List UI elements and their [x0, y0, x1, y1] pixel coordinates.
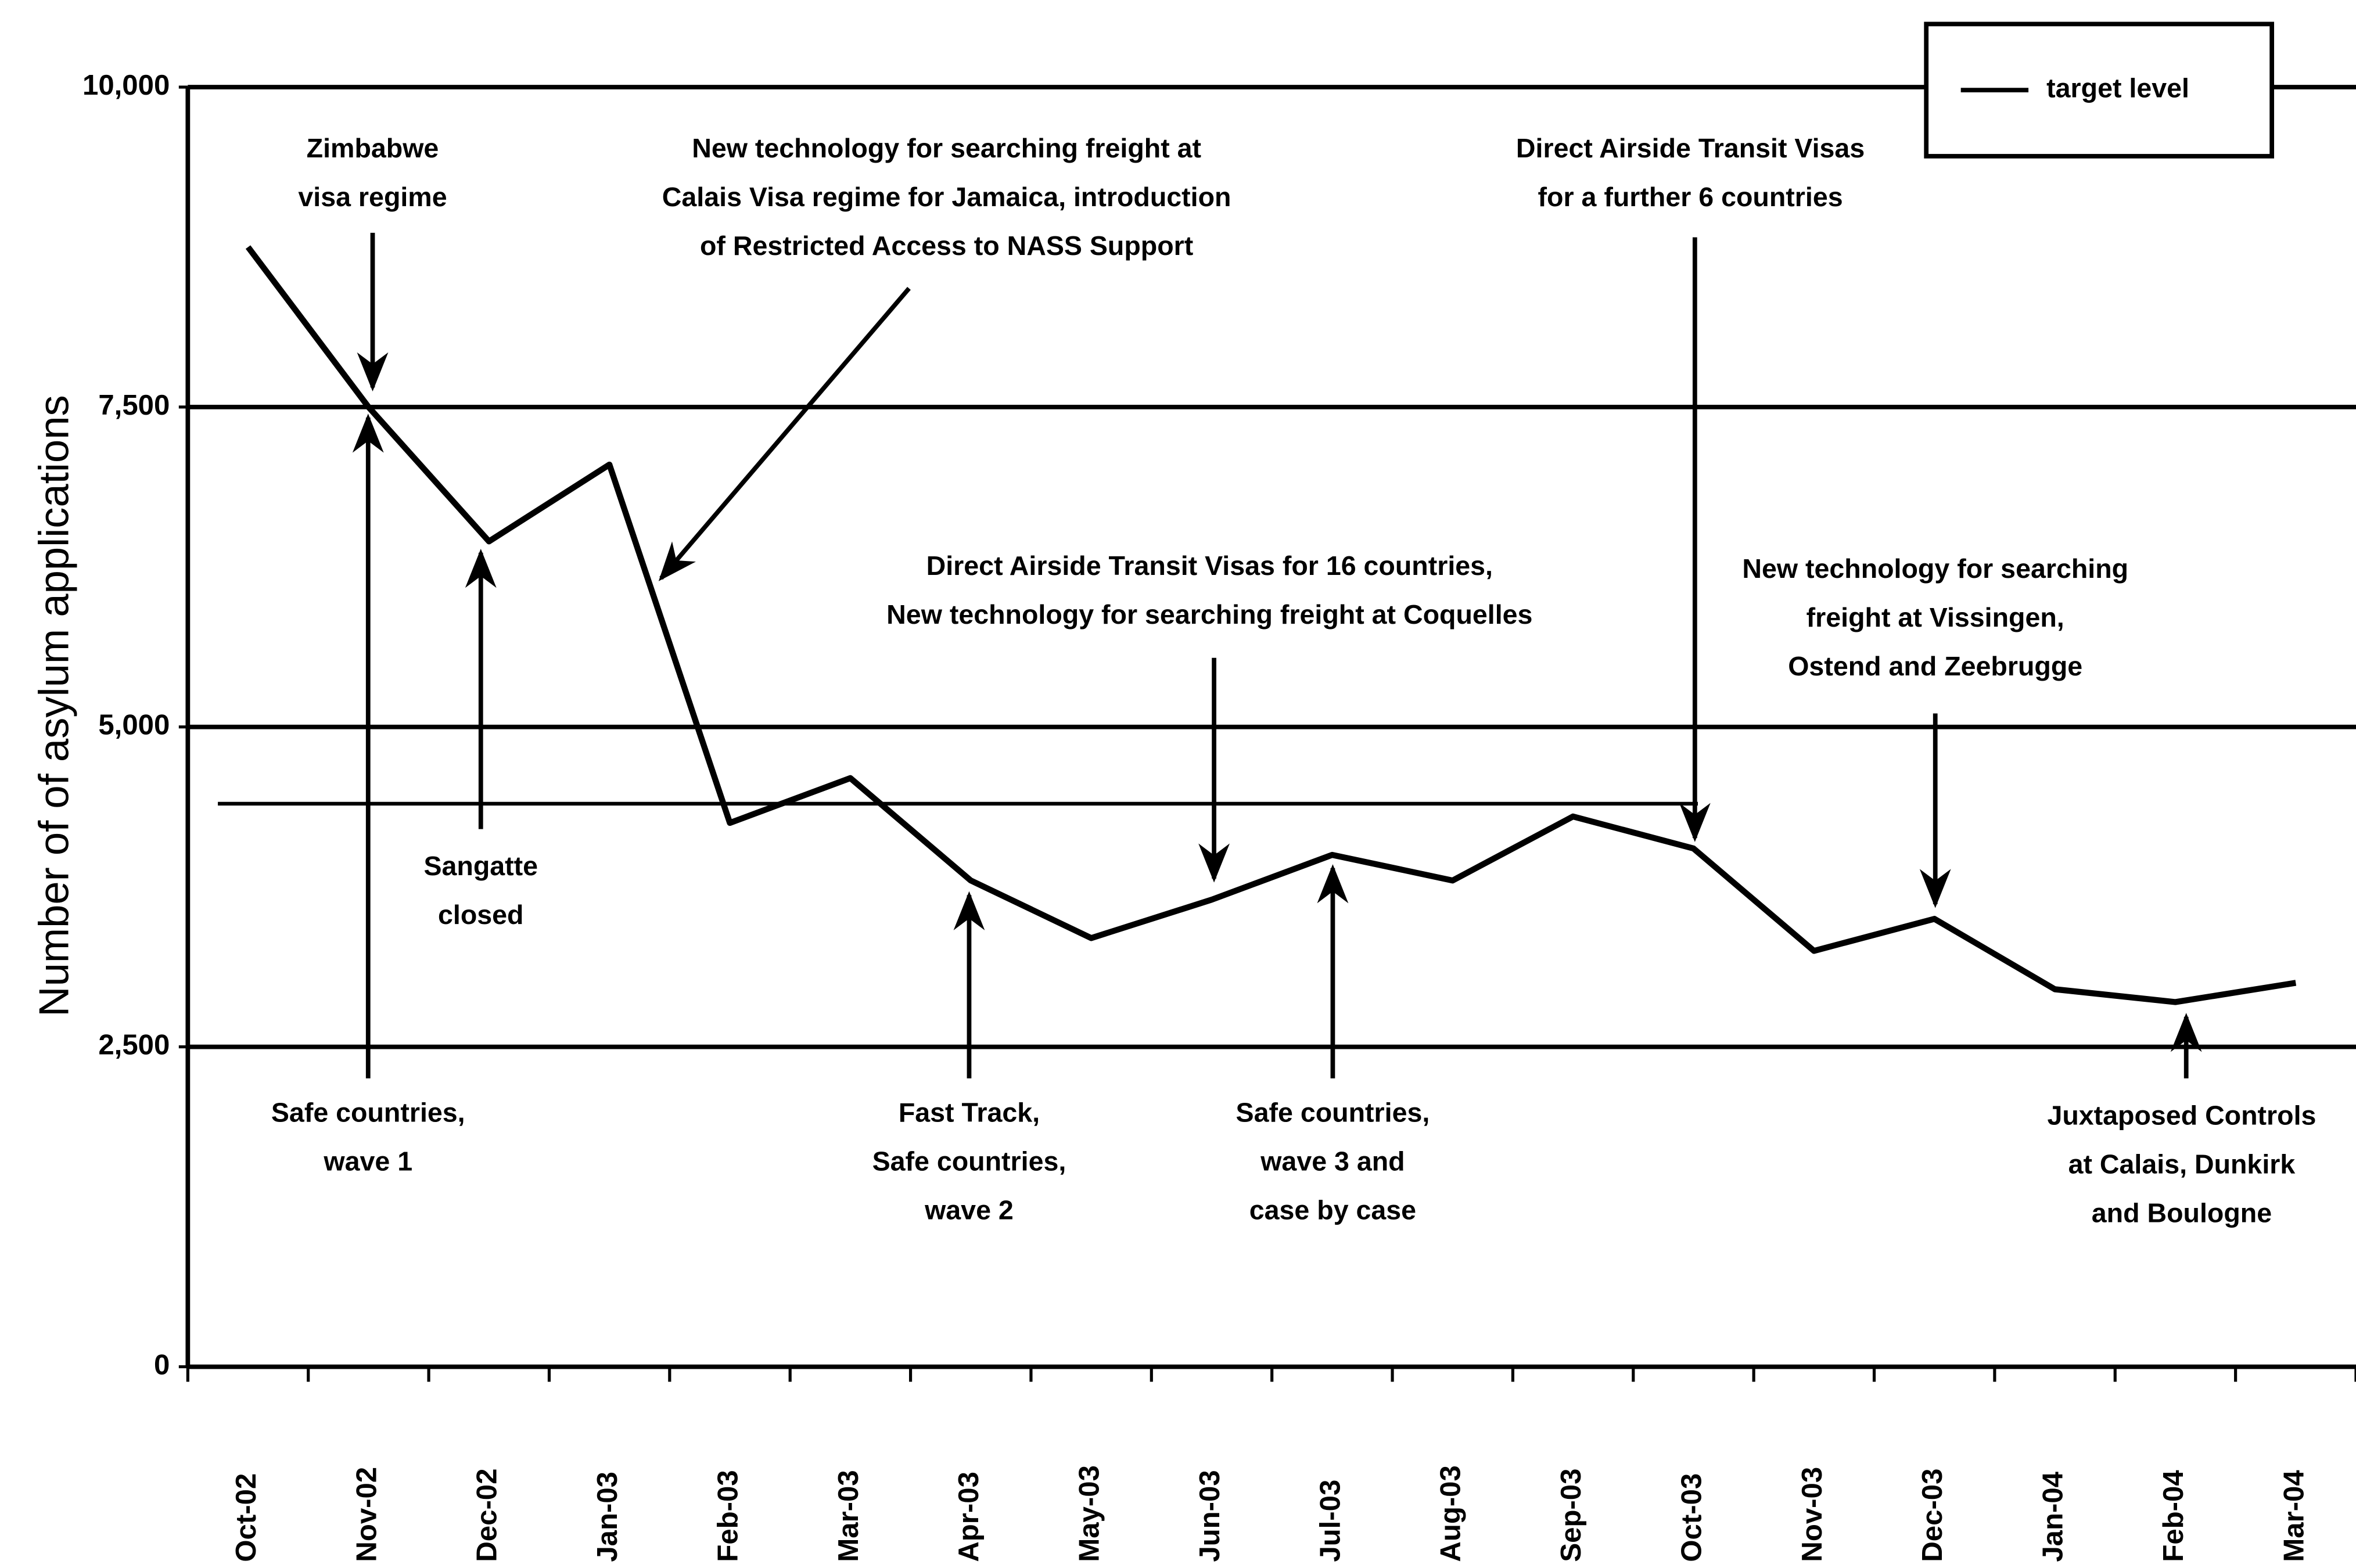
- annotation-text: New technology for searching freight at …: [886, 599, 1532, 630]
- annotation: Juxtaposed Controls at Calais, Dunkirk and…: [2047, 1013, 2316, 1228]
- annotation-text: and Boulogne: [2092, 1198, 2272, 1228]
- x-tick-label: Feb-03: [712, 1470, 744, 1562]
- y-tick-label: 2,500: [98, 1030, 170, 1061]
- y-axis-label: Number of of asylum applications: [30, 395, 77, 1016]
- x-tick-label: Aug-03: [1435, 1465, 1467, 1562]
- x-tick-label: Nov-03: [1797, 1467, 1828, 1562]
- annotation-text: at Calais, Dunkirk: [2068, 1149, 2296, 1179]
- annotation-text: Ostend and Zeebrugge: [1788, 651, 2082, 681]
- x-tick-label: Mar-03: [833, 1470, 864, 1562]
- x-tick-label: Mar-04: [2278, 1470, 2310, 1562]
- x-tick-label: Jun-03: [1194, 1470, 1226, 1562]
- x-tick-label: Jan-03: [592, 1472, 623, 1562]
- annotation-text: Safe countries,: [271, 1097, 465, 1127]
- annotation-text: closed: [438, 900, 523, 930]
- annotation-text: New technology for searching: [1742, 553, 2128, 584]
- annotation-text: Safe countries,: [1236, 1097, 1430, 1127]
- annotation: Zimbabwe visa regime: [298, 133, 447, 391]
- annotation-text: wave 2: [924, 1195, 1014, 1225]
- x-tick-label: May-03: [1074, 1465, 1105, 1562]
- annotation: Sangatte closed: [423, 549, 538, 930]
- x-tick-label: Dec-02: [472, 1469, 503, 1562]
- annotation-text: Fast Track,: [899, 1097, 1040, 1127]
- annotation: Fast Track, Safe countries, wave 2: [872, 891, 1066, 1225]
- x-tick-label: Apr-03: [953, 1472, 985, 1562]
- annotation-text: Safe countries,: [872, 1146, 1066, 1176]
- data-line: [245, 245, 2297, 1005]
- annotation: Direct Airside Transit Visas for 16 coun…: [886, 551, 1532, 883]
- x-tick-label: Oct-02: [231, 1473, 262, 1562]
- y-tick-label: 0: [154, 1349, 170, 1380]
- x-tick-label: Nov-02: [351, 1467, 382, 1562]
- annotation-text: case by case: [1249, 1195, 1416, 1225]
- x-tick-label: Dec-03: [1917, 1469, 1948, 1562]
- legend-label: target level: [2046, 73, 2189, 103]
- annotation-text: freight at Vissingen,: [1806, 602, 2064, 632]
- annotation-text: for a further 6 countries: [1538, 182, 1843, 212]
- x-tick-label: Jan-04: [2038, 1471, 2069, 1562]
- y-tick-label: 5,000: [98, 710, 170, 741]
- annotation-text: visa regime: [298, 182, 447, 212]
- x-tick-label: Oct-03: [1676, 1473, 1707, 1562]
- annotation-text: wave 3 and: [1260, 1146, 1405, 1176]
- x-tick-label: Jul-03: [1315, 1480, 1346, 1562]
- annotation: Safe countries, wave 3 and case by case: [1236, 864, 1430, 1225]
- x-tick-label: Sep-03: [1556, 1469, 1587, 1562]
- annotation-text: of Restricted Access to NASS Support: [700, 231, 1193, 261]
- annotation-text: Direct Airside Transit Visas: [1516, 133, 1865, 163]
- annotation-text: Calais Visa regime for Jamaica, introduc…: [662, 182, 1231, 212]
- annotation-text: Zimbabwe: [307, 133, 439, 163]
- y-tick-label: 7,500: [98, 390, 170, 421]
- annotation-text: Direct Airside Transit Visas for 16 coun…: [926, 551, 1493, 581]
- annotation-text: wave 1: [323, 1146, 412, 1176]
- x-tick-label: Feb-04: [2158, 1470, 2189, 1562]
- y-tick-label: 10,000: [82, 70, 170, 101]
- annotation-arrow: [658, 287, 911, 581]
- annotation-text: Sangatte: [423, 851, 538, 881]
- annotation: Direct Airside Transit Visas for a furthe…: [1516, 133, 1865, 842]
- annotation: Safe countries, wave 1: [271, 413, 465, 1176]
- annotation-text: New technology for searching freight at: [692, 133, 1201, 163]
- annotation: New technology for searching freight at V…: [1742, 553, 2128, 908]
- annotation-text: Juxtaposed Controls: [2047, 1100, 2316, 1130]
- annotation: New technology for searching freight at C…: [658, 133, 1231, 581]
